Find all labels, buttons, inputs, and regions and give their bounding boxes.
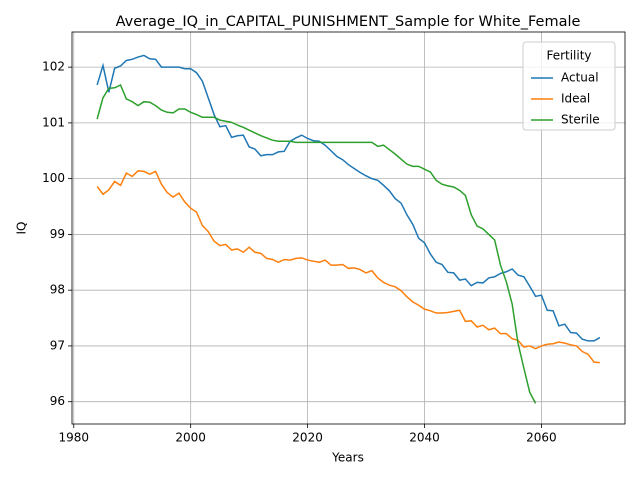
- chart-title: Average_IQ_in_CAPITAL_PUNISHMENT_Sample …: [116, 14, 581, 30]
- x-tick-label: 2020: [292, 431, 323, 445]
- y-tick-label: 99: [50, 227, 65, 241]
- legend-box: [522, 41, 616, 131]
- y-tick-label: 102: [42, 60, 65, 74]
- y-tick-label: 98: [50, 283, 65, 297]
- x-tick-label: 2000: [175, 431, 206, 445]
- series-line: [96, 54, 601, 342]
- legend-label: Sterile: [561, 113, 600, 127]
- legend: Fertility Actual Ideal Sterile: [522, 41, 616, 131]
- x-tick-label: 2040: [409, 431, 440, 445]
- y-tick-label: 100: [42, 171, 65, 185]
- y-tick-label: 97: [50, 338, 65, 352]
- x-axis-label: Years: [331, 451, 364, 465]
- legend-label: Ideal: [561, 92, 590, 106]
- y-tick-label: 96: [50, 394, 65, 408]
- plot-frame: [71, 31, 626, 425]
- y-tick-label: 101: [42, 115, 65, 129]
- y-axis-label: IQ: [15, 222, 29, 235]
- legend-title: Fertility: [546, 49, 591, 63]
- series-line: [96, 170, 600, 364]
- series-line: [96, 83, 537, 404]
- x-tick-label: 1980: [58, 431, 89, 445]
- legend-label: Actual: [561, 71, 599, 85]
- x-tick-label: 2060: [526, 431, 557, 445]
